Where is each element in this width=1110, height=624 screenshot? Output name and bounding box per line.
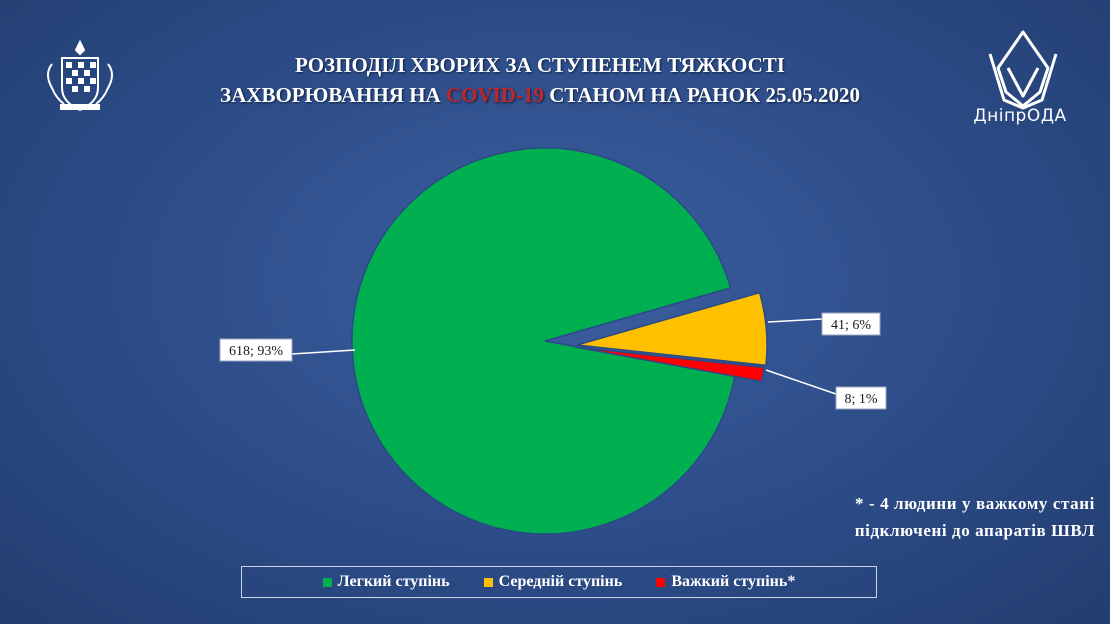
coat-of-arms-icon <box>47 39 113 112</box>
legend-item-mild: Легкий ступінь <box>322 573 450 591</box>
footnote-line-1: * - 4 людини у важкому стані <box>855 494 1095 513</box>
data-label-severe: 8; 1% <box>844 392 877 407</box>
pie-slice-severe <box>574 346 765 383</box>
data-label-moderate-box <box>821 312 881 336</box>
title-line-1: РОЗПОДІЛ ХВОРИХ ЗА СТУПЕНЕМ ТЯЖКОСТІ <box>295 53 785 77</box>
logo-text: ДніпрОДА <box>973 106 1067 126</box>
legend-swatch-mild <box>322 577 332 587</box>
data-label-severe-box <box>835 386 887 410</box>
title-covid-highlight: COVID-19 <box>445 83 544 107</box>
chart-title: РОЗПОДІЛ ХВОРИХ ЗА СТУПЕНЕМ ТЯЖКОСТІ ЗАХ… <box>150 50 930 110</box>
data-label-mild-box <box>219 338 293 362</box>
legend-item-moderate: Середній ступінь <box>483 573 623 591</box>
title-line-2-suffix: СТАНОМ НА РАНОК 25.05.2020 <box>543 83 860 107</box>
title-line-2: ЗАХВОРЮВАННЯ НА COVID-19 СТАНОМ НА РАНОК… <box>150 80 930 110</box>
footnote-line-2: підключені до апаратів ШВЛ <box>854 521 1095 540</box>
data-label-mild-leader-line <box>291 349 356 355</box>
data-label-moderate: 41; 6% <box>831 318 871 333</box>
legend-swatch-moderate <box>483 577 493 587</box>
legend-label-moderate: Середній ступінь <box>498 573 623 590</box>
legend-label-mild: Легкий ступінь <box>337 573 450 590</box>
title-line-2-prefix: ЗАХВОРЮВАННЯ НА <box>220 83 446 107</box>
legend-item-severe: Важкий ступінь* <box>656 573 795 591</box>
data-label-severe-leader-line <box>765 369 837 395</box>
dniproda-logo-icon <box>988 30 1058 110</box>
footnote: * - 4 людини у важкому стані підключені … <box>755 490 1095 544</box>
legend-label-severe: Важкий ступінь* <box>671 573 796 590</box>
pie-slice-moderate <box>576 291 768 367</box>
chart-legend: Легкий ступінь Середній ступінь Важкий с… <box>241 566 877 598</box>
data-label-moderate-leader-line <box>767 318 823 323</box>
data-label-mild: 618; 93% <box>229 344 283 359</box>
legend-swatch-severe <box>656 577 666 587</box>
